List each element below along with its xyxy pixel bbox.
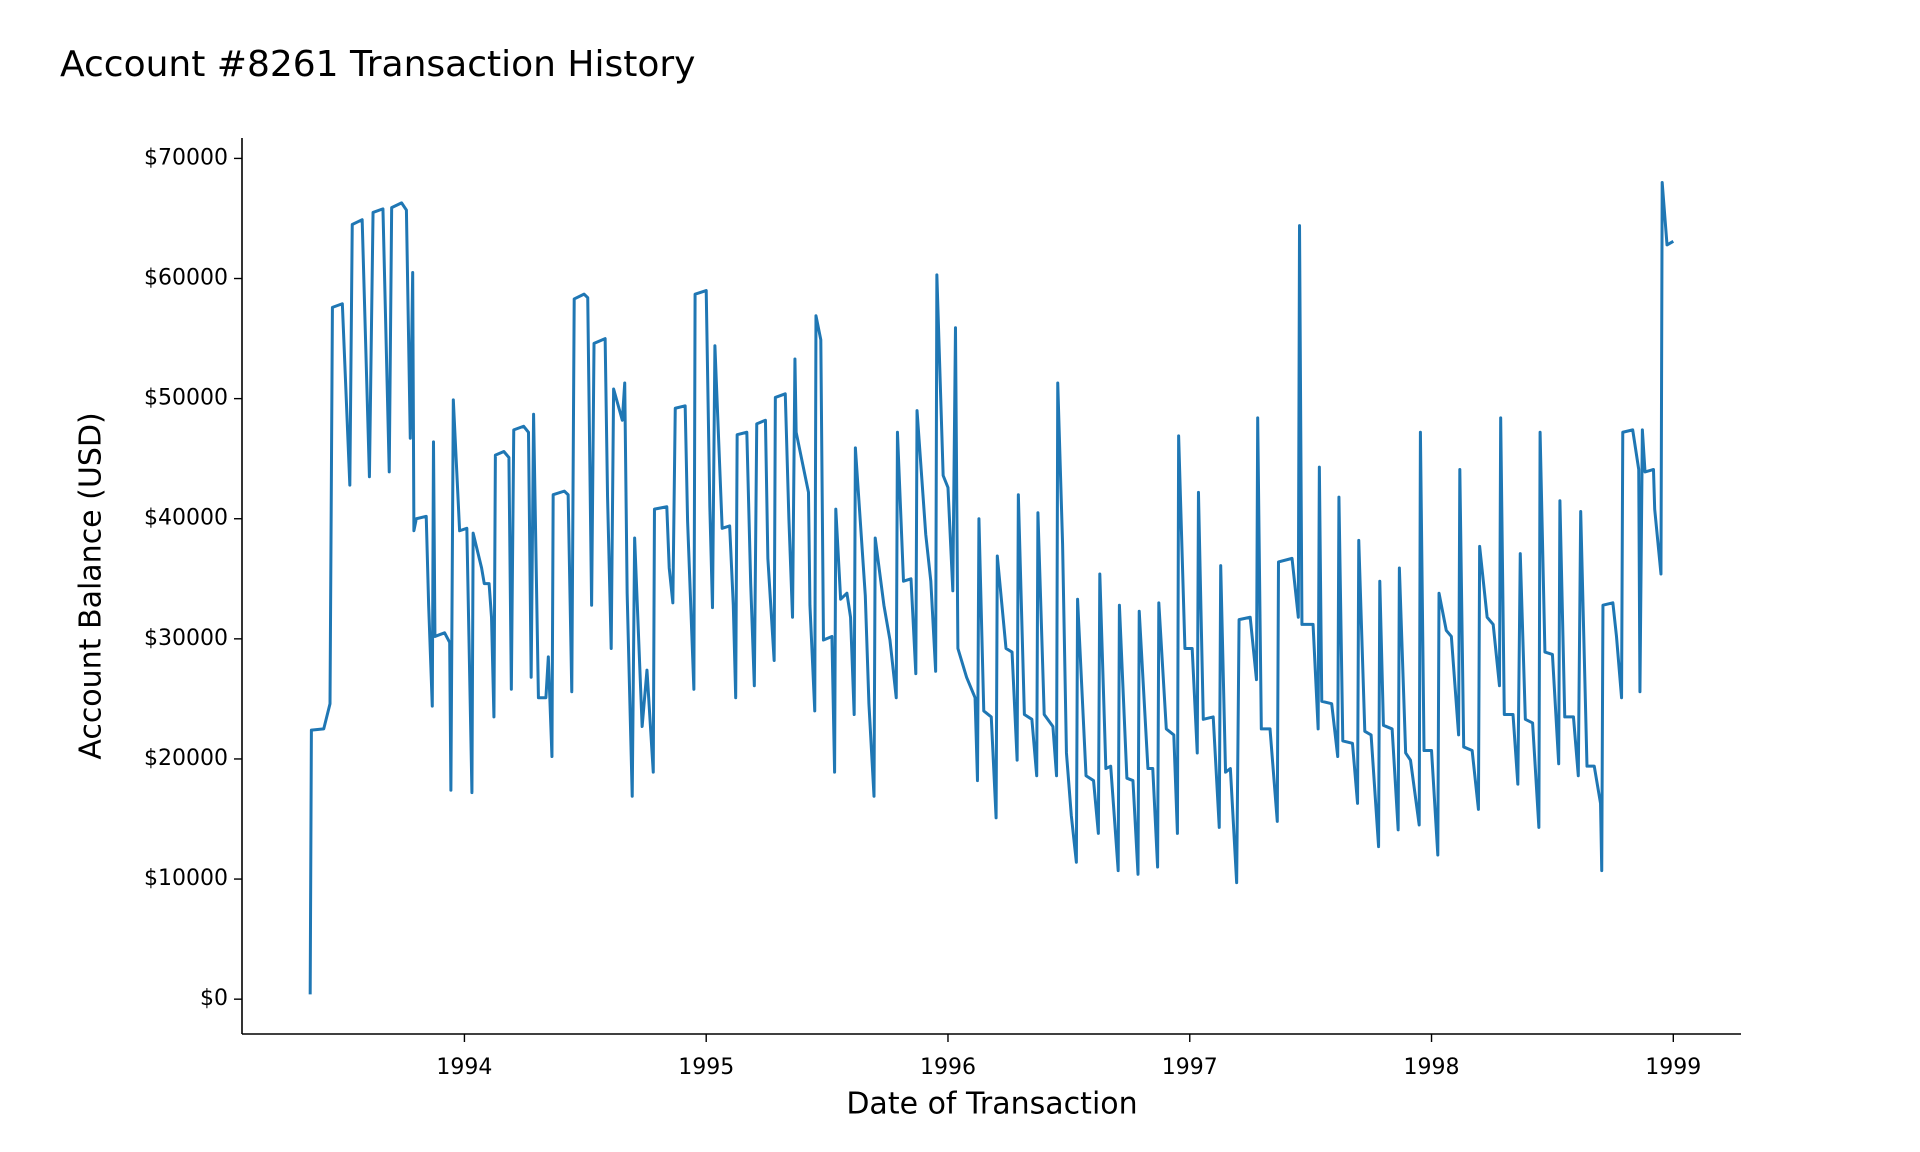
y-axis-label: Account Balance (USD) xyxy=(74,412,109,759)
y-tick-label: $70000 xyxy=(144,145,228,170)
chart-title: Account #8261 Transaction History xyxy=(60,44,695,85)
y-tick-label: $10000 xyxy=(144,866,228,891)
x-tick-label: 1995 xyxy=(678,1055,734,1080)
y-tick-label: $0 xyxy=(200,986,228,1011)
x-tick-label: 1999 xyxy=(1645,1055,1701,1080)
y-tick-label: $30000 xyxy=(144,626,228,651)
balance-line xyxy=(308,180,1675,995)
y-tick-label: $40000 xyxy=(144,506,228,531)
x-tick-label: 1996 xyxy=(920,1055,976,1080)
y-tick-label: $20000 xyxy=(144,746,228,771)
y-tick-label: $60000 xyxy=(144,266,228,291)
x-tick-label: 1998 xyxy=(1404,1055,1460,1080)
x-axis-label: Date of Transaction xyxy=(846,1087,1137,1122)
y-tick-label: $50000 xyxy=(144,386,228,411)
x-tick-label: 1997 xyxy=(1162,1055,1218,1080)
x-tick-label: 1994 xyxy=(436,1055,492,1080)
